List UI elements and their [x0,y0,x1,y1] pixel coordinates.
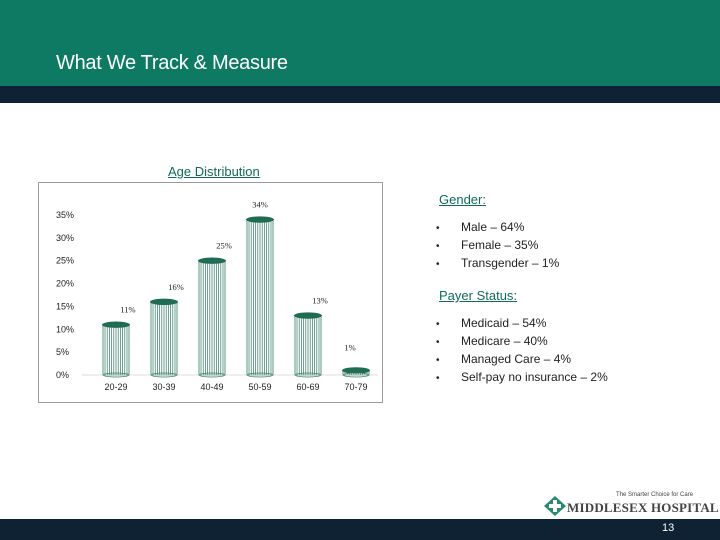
bar-cap [198,257,226,264]
payer-status-list: • Medicaid – 54% • Medicare – 40% • Managed C… [436,314,608,386]
x-tick-label: 20-29 [104,382,127,392]
chart-title: Age Distribution [168,164,260,179]
payer-status-item: • Medicaid – 54% [436,314,608,332]
y-tick-label: 10% [56,324,74,334]
gender-item: • Male – 64% [436,218,559,236]
payer-status-item: • Self-pay no insurance – 2% [436,368,608,386]
data-label: 11% [120,305,135,315]
data-label: 16% [168,282,184,292]
gender-item: • Female – 35% [436,236,559,254]
age-distribution-chart: 0% 5% 10% 15% 20% 25% 30% 35% 20-29 11% 30-39 16% 40… [56,200,378,392]
page-number: 13 [662,522,675,534]
data-label: 13% [312,296,328,306]
slide-title: What We Track & Measure [56,52,288,74]
gender-list: • Male – 64% • Female – 35% • Transgender – 1… [436,218,559,272]
bullet-icon: • [436,241,440,252]
payer-status-item: • Medicare – 40% [436,332,608,350]
hospital-logo: The Smarter Choice for Care MIDDLESEX HO… [544,492,719,518]
x-tick-label: 70-79 [344,382,367,392]
gender-item: • Transgender – 1% [436,254,559,272]
y-tick-label: 15% [56,301,74,311]
payer-status-item-label: Managed Care – 4% [461,352,572,366]
y-tick-label: 5% [56,347,69,357]
bullet-icon: • [436,355,440,366]
footer-band [0,519,720,540]
y-tick-label: 0% [56,370,69,380]
payer-status-item-label: Medicaid – 54% [461,316,547,330]
logo-tagline: The Smarter Choice for Care [616,492,694,498]
payer-status-heading: Payer Status: [439,288,518,303]
middlesex-hospital-logo-icon [544,496,566,516]
logo-name: MIDDLESEX HOSPITAL [567,500,719,515]
x-tick-label: 30-39 [152,382,175,392]
y-tick-label: 30% [56,233,74,243]
y-tick-label: 20% [56,279,74,289]
y-tick-label: 25% [56,256,74,266]
gender-heading: Gender: [439,192,486,207]
x-tick-label: 40-49 [200,382,223,392]
bar-cap [342,367,370,374]
header-band [0,0,720,86]
bullet-icon: • [436,223,440,234]
bar-cap [294,312,322,319]
bullet-icon: • [436,373,440,384]
y-tick-label: 35% [56,210,74,220]
bullet-icon: • [436,319,440,330]
gender-item-label: Transgender – 1% [461,256,560,270]
bullet-icon: • [436,337,440,348]
header-accent-bar [0,86,720,103]
gender-item-label: Male – 64% [461,220,525,234]
bar-cap [150,298,178,306]
gender-item-label: Female – 35% [461,238,539,252]
x-tick-label: 50-59 [248,382,271,392]
data-label: 1% [344,342,355,352]
payer-status-item-label: Medicare – 40% [461,334,548,348]
payer-status-item-label: Self-pay no insurance – 2% [461,370,608,384]
bar-cap [246,216,274,223]
x-tick-label: 60-69 [296,382,319,392]
bullet-icon: • [436,259,440,270]
bar-cap [102,321,130,328]
data-label: 25% [216,241,232,251]
data-label: 34% [252,200,268,210]
payer-status-item: • Managed Care – 4% [436,350,608,368]
